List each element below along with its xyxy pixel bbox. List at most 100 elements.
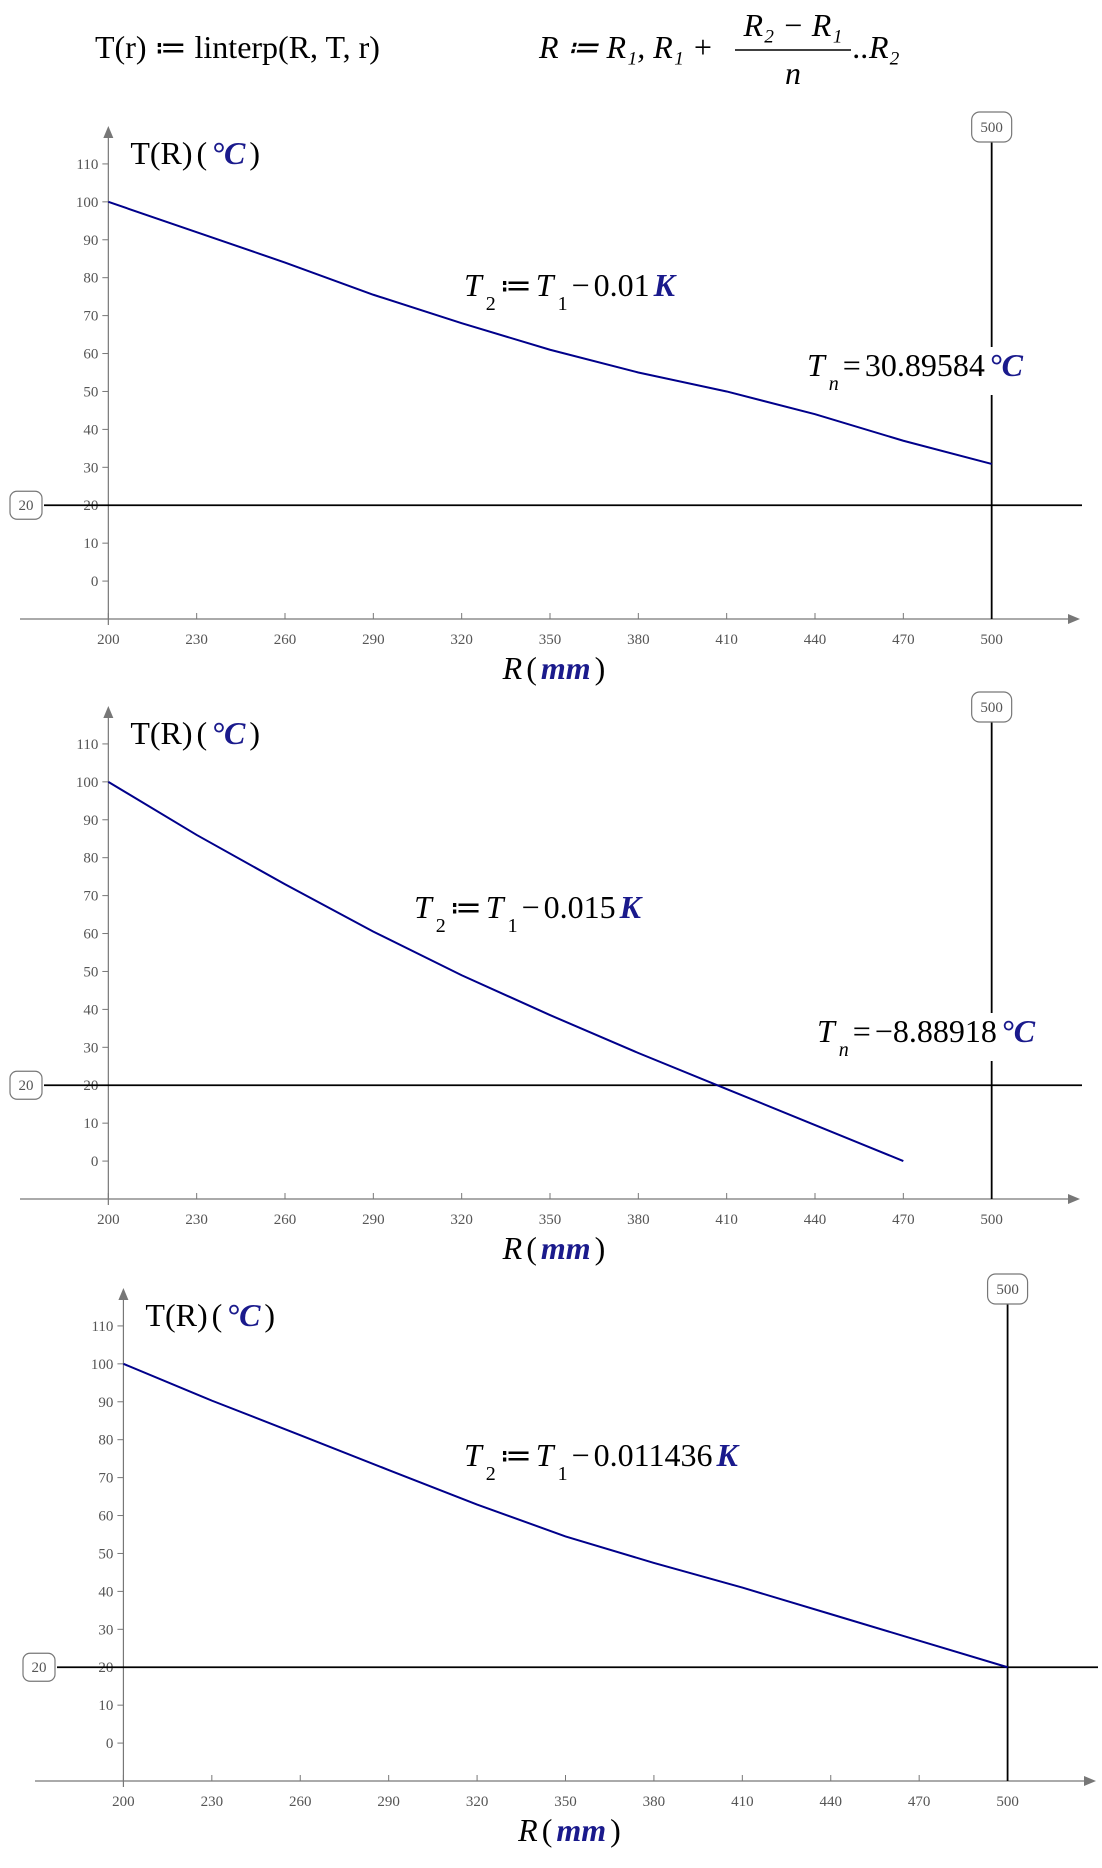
y-tick-label: 100 xyxy=(76,195,99,211)
label-background xyxy=(805,347,1026,395)
formula-part: °C xyxy=(226,1297,261,1333)
x-tick-label: 320 xyxy=(450,632,473,648)
marker-label: 500 xyxy=(996,1282,1019,1298)
x-tick-label: 230 xyxy=(185,1212,208,1228)
y-tick-label: 50 xyxy=(98,1546,113,1562)
y-tick-label: 50 xyxy=(83,384,98,400)
axis-arrow xyxy=(103,706,114,718)
y-tick-label: 90 xyxy=(98,1395,113,1411)
formula: Tn= −8.88918 °C xyxy=(817,1013,1036,1061)
formula-part: 0.01 xyxy=(594,267,650,303)
formula: R(mm) xyxy=(502,650,606,686)
formula-part: 1 xyxy=(558,1463,568,1485)
x-tick-label: 410 xyxy=(715,632,738,648)
x-tick-label: 320 xyxy=(466,1794,489,1810)
formula-part: ( xyxy=(526,650,537,686)
formula-part: T(R) xyxy=(130,715,192,751)
y-tick-label: 110 xyxy=(76,737,98,753)
x-tick-label: 260 xyxy=(289,1794,312,1810)
x-tick-label: 500 xyxy=(980,632,1003,648)
y-tick-label: 70 xyxy=(83,309,98,325)
x-tick-label: 350 xyxy=(539,1212,562,1228)
formula-part: K xyxy=(715,1437,740,1473)
formula-part: − xyxy=(522,889,540,925)
y-tick-label: 0 xyxy=(91,574,99,590)
formula: T(R)(°C) xyxy=(130,135,260,171)
y-tick-label: 20 xyxy=(83,1078,98,1094)
marker-label: 20 xyxy=(19,498,34,514)
formula-part: ) xyxy=(249,715,260,751)
x-tick-label: 380 xyxy=(627,1212,650,1228)
formula: T2≔ T1− 0.011436 K xyxy=(464,1437,740,1485)
formula-part: T xyxy=(464,267,484,303)
formula-part: R xyxy=(517,1812,538,1848)
formula-part: T xyxy=(414,889,434,925)
formula-part: = xyxy=(843,347,861,383)
formula: ..R₂ xyxy=(853,29,900,65)
y-tick-label: 100 xyxy=(91,1357,114,1373)
formula-part: 1 xyxy=(508,915,518,937)
y-tick-label: 20 xyxy=(98,1660,113,1676)
marker-box xyxy=(9,1070,43,1100)
x-tick-label: 260 xyxy=(274,1212,297,1228)
y-tick-label: 10 xyxy=(83,1116,98,1132)
formula-part: 0.015 xyxy=(544,889,616,925)
y-tick-label: 40 xyxy=(83,422,98,438)
formula-part: − xyxy=(572,267,590,303)
y-tick-label: 40 xyxy=(83,1002,98,1018)
formula-denominator: n xyxy=(785,55,801,91)
x-tick-label: 200 xyxy=(97,632,120,648)
formula-part: T xyxy=(536,1437,556,1473)
formula-part: K xyxy=(653,267,678,303)
formula: R ≔ R₁, R₁ + xyxy=(538,29,713,65)
axis-arrow xyxy=(1084,1776,1096,1786)
formula-part: R xyxy=(502,1230,523,1266)
formula-part: T(R) xyxy=(130,135,192,171)
y-tick-label: 60 xyxy=(83,927,98,943)
marker-label: 20 xyxy=(32,1660,47,1676)
formula-part: K xyxy=(619,889,644,925)
x-tick-label: 410 xyxy=(731,1794,754,1810)
formula-part: R xyxy=(502,650,523,686)
y-tick-label: 60 xyxy=(98,1509,113,1525)
y-tick-label: 80 xyxy=(98,1433,113,1449)
axis-arrow xyxy=(1068,614,1080,624)
formula-part: T xyxy=(536,267,556,303)
formula-part: −8.88918 xyxy=(875,1013,997,1049)
formula-part: ≔ xyxy=(500,267,532,303)
formula-part: − xyxy=(572,1437,590,1473)
formula-part: 1 xyxy=(558,293,568,315)
formula-part: °C xyxy=(211,715,246,751)
curve xyxy=(108,200,992,465)
y-tick-label: 20 xyxy=(83,498,98,514)
formula-part: ( xyxy=(526,1230,537,1266)
formula-part: n xyxy=(829,373,839,395)
y-tick-label: 50 xyxy=(83,964,98,980)
y-tick-label: 90 xyxy=(83,813,98,829)
formula-part: ( xyxy=(212,1297,223,1333)
x-tick-label: 470 xyxy=(892,1212,915,1228)
formula-part: n xyxy=(839,1039,849,1061)
formula-part: °C xyxy=(989,347,1024,383)
formula-part: mm xyxy=(541,1230,591,1266)
marker-label: 500 xyxy=(980,700,1003,716)
label-background xyxy=(815,1013,1038,1061)
formula: T(r) ≔ linterp(R, T, r) xyxy=(95,29,380,65)
formula-part: ≔ xyxy=(450,889,482,925)
formula-part: T xyxy=(807,347,827,383)
formula: Tn= 30.89584 °C xyxy=(807,347,1024,395)
axis-arrow xyxy=(103,126,114,138)
formula-part: 2 xyxy=(486,1463,496,1485)
formula-part: ) xyxy=(595,650,606,686)
x-tick-label: 260 xyxy=(274,632,297,648)
x-tick-label: 440 xyxy=(804,1212,827,1228)
formula: T(R)(°C) xyxy=(145,1297,275,1333)
y-tick-label: 0 xyxy=(91,1154,99,1170)
formula-part: 2 xyxy=(436,915,446,937)
x-tick-label: 200 xyxy=(112,1794,135,1810)
x-tick-label: 470 xyxy=(892,632,915,648)
marker-box xyxy=(9,490,43,520)
formula-part: ≔ xyxy=(500,1437,532,1473)
marker-box xyxy=(986,1273,1029,1305)
